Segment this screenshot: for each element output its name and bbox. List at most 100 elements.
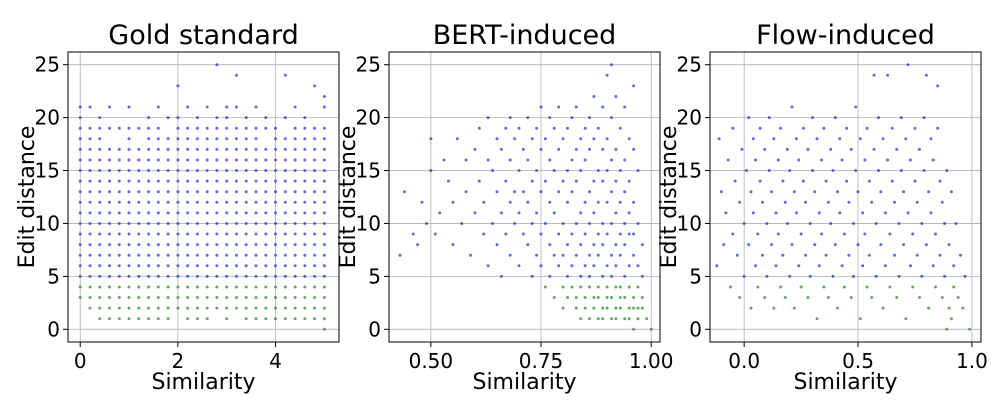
scatter-point-green: [88, 285, 92, 289]
scatter-point-blue: [719, 190, 723, 194]
scatter-point-blue: [78, 190, 82, 194]
scatter-point-green: [588, 317, 591, 321]
scatter-point-blue: [561, 137, 565, 141]
scatter-point-blue: [108, 105, 111, 109]
scatter-point-blue: [195, 264, 199, 268]
scatter-point-green: [264, 296, 268, 299]
scatter-point-blue: [78, 116, 82, 120]
scatter-point-blue: [915, 253, 919, 257]
scatter-point-blue: [166, 147, 170, 151]
scatter-point-blue: [88, 126, 92, 130]
scatter-point-green: [605, 296, 609, 299]
scatter-point-blue: [822, 126, 826, 130]
scatter-point-blue: [186, 222, 190, 225]
scatter-point-blue: [215, 137, 219, 141]
scatter-point-green: [254, 285, 258, 289]
scatter-point-green: [627, 306, 631, 310]
scatter-point-green: [225, 285, 229, 289]
scatter-point-blue: [738, 200, 742, 204]
scatter-point-green: [322, 285, 326, 289]
scatter-point-blue: [605, 137, 609, 141]
scatter-point-blue: [254, 105, 258, 109]
scatter-point-blue: [610, 190, 613, 194]
y-tick-label: 5: [47, 264, 60, 288]
scatter-point-green: [849, 296, 853, 299]
scatter-point-green: [147, 285, 151, 289]
scatter-point-blue: [283, 158, 287, 162]
scatter-point-blue: [156, 253, 160, 257]
scatter-point-green: [156, 285, 160, 289]
scatter-point-blue: [770, 190, 773, 194]
scatter-point-green: [225, 296, 229, 299]
scatter-point-green: [166, 306, 170, 310]
scatter-point-blue: [813, 190, 817, 194]
scatter-point-green: [947, 306, 951, 310]
scatter-point-blue: [902, 190, 906, 194]
y-tick-label: 10: [677, 211, 702, 235]
scatter-point-blue: [176, 179, 180, 183]
scatter-point-blue: [806, 147, 810, 151]
scatter-point-green: [911, 285, 915, 289]
scatter-point-blue: [303, 169, 307, 172]
scatter-point-blue: [605, 73, 609, 77]
scatter-point-blue: [715, 264, 719, 268]
scatter-point-blue: [596, 200, 600, 204]
scatter-point-blue: [186, 211, 190, 215]
scatter-point-blue: [313, 211, 317, 215]
scatter-point-blue: [186, 190, 190, 194]
scatter-point-blue: [88, 105, 92, 109]
scatter-point-blue: [166, 232, 170, 236]
scatter-point-blue: [610, 158, 613, 162]
scatter-point-green: [927, 306, 931, 310]
scatter-point-blue: [438, 211, 442, 215]
scatter-point-green: [623, 317, 627, 321]
scatter-point-blue: [477, 126, 481, 130]
scatter-point-blue: [767, 169, 771, 172]
scatter-point-blue: [215, 116, 219, 120]
scatter-point-blue: [78, 243, 82, 247]
scatter-point-blue: [774, 211, 778, 215]
scatter-point-blue: [98, 147, 102, 151]
scatter-point-blue: [235, 105, 238, 109]
scatter-point-blue: [254, 232, 258, 236]
scatter-point-blue: [293, 105, 297, 109]
scatter-point-blue: [156, 190, 160, 194]
scatter-point-blue: [98, 190, 102, 194]
scatter-point-blue: [574, 147, 578, 151]
scatter-point-blue: [205, 264, 209, 268]
scatter-point-green: [610, 317, 613, 321]
scatter-point-blue: [225, 116, 229, 120]
scatter-point-blue: [897, 274, 901, 278]
scatter-point-blue: [176, 137, 180, 141]
scatter-point-green: [78, 296, 82, 299]
scatter-point-blue: [610, 63, 613, 67]
scatter-point-green: [904, 317, 908, 321]
scatter-point-green: [117, 317, 121, 321]
scatter-point-blue: [322, 232, 326, 236]
scatter-point-blue: [235, 179, 238, 183]
scatter-point-blue: [579, 211, 583, 215]
scatter-point-blue: [166, 158, 170, 162]
scatter-point-blue: [156, 222, 160, 225]
scatter-point-blue: [774, 264, 778, 268]
scatter-point-blue: [303, 243, 307, 247]
scatter-point-blue: [303, 137, 307, 141]
scatter-point-blue: [614, 179, 618, 183]
scatter-point-blue: [283, 232, 287, 236]
scatter-point-blue: [548, 243, 552, 247]
scatter-point-blue: [205, 232, 209, 236]
scatter-point-blue: [215, 253, 219, 257]
scatter-point-blue: [293, 158, 297, 162]
scatter-point-blue: [195, 243, 199, 247]
scatter-point-blue: [147, 190, 151, 194]
scatter-point-blue: [322, 147, 326, 151]
scatter-point-blue: [88, 264, 92, 268]
scatter-point-green: [108, 285, 111, 289]
scatter-point-blue: [526, 200, 530, 204]
scatter-point-blue: [195, 147, 199, 151]
scatter-point-blue: [557, 232, 561, 236]
scatter-point-blue: [539, 264, 543, 268]
scatter-point-blue: [283, 253, 287, 257]
scatter-point-blue: [166, 243, 170, 247]
scatter-point-blue: [186, 158, 190, 162]
